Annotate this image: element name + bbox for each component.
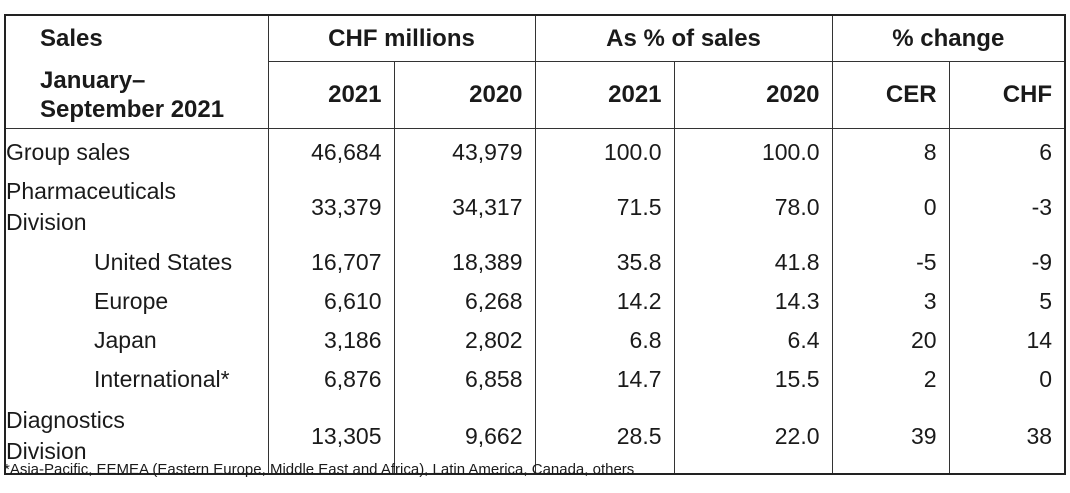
cell-chf-2021: 33,379 — [267, 171, 394, 243]
row-label: Pharmaceuticals Division — [4, 171, 268, 243]
row-label-line: Division — [6, 438, 87, 464]
table-row: Group sales 46,684 43,979 100.0 100.0 8 6 — [4, 128, 1066, 171]
cell-chf: -9 — [948, 243, 1066, 282]
row-label-line: United States — [94, 249, 233, 275]
cell-chf-2020: 9,662 — [393, 399, 536, 474]
cell-pct-2021: 71.5 — [534, 171, 675, 243]
col-cer: CER — [831, 61, 950, 129]
row-label: Diagnostics Division — [4, 399, 268, 474]
col-pct-2021: 2021 — [534, 61, 675, 129]
cell-chf-2020: 2,802 — [393, 321, 536, 360]
footnote: *Asia-Pacific, EEMEA (Eastern Europe, Mi… — [4, 461, 635, 478]
cell-chf-2021: 46,684 — [267, 128, 394, 171]
cell-pct-2020: 14.3 — [673, 282, 833, 321]
row-label: Europe — [4, 282, 268, 321]
cell-pct-2020: 22.0 — [673, 399, 833, 474]
cell-pct-2021: 14.2 — [534, 282, 675, 321]
period-line-2: September 2021 — [40, 95, 225, 123]
cell-pct-2020: 6.4 — [673, 321, 833, 360]
row-label-line: Diagnostics — [6, 407, 125, 433]
cell-cer: 2 — [831, 360, 950, 399]
cell-chf: 5 — [948, 282, 1066, 321]
sales-table: Sales CHF millions As % of sales % chang… — [4, 14, 1067, 475]
col-chf: CHF — [948, 61, 1066, 129]
cell-chf-2020: 18,389 — [393, 243, 536, 282]
table-row: Pharmaceuticals Division 33,379 34,317 71.5 7… — [4, 171, 1066, 243]
cell-chf: 6 — [948, 128, 1066, 171]
cell-chf-2020: 34,317 — [393, 171, 536, 243]
cell-chf-2021: 6,876 — [267, 360, 394, 399]
header-row-columns: January– September 2021 2021 2020 2021 2… — [4, 61, 1066, 129]
header-row-groups: Sales CHF millions As % of sales % chang… — [4, 15, 1066, 62]
col-chf-2020: 2020 — [393, 61, 536, 129]
row-label: Group sales — [4, 128, 268, 171]
cell-pct-2021: 14.7 — [534, 360, 675, 399]
cell-chf: 0 — [948, 360, 1066, 399]
cell-cer: 0 — [831, 171, 950, 243]
row-label-line: Pharmaceuticals — [6, 178, 177, 204]
row-label-line: Europe — [94, 288, 169, 314]
chf-millions-header: CHF millions — [267, 15, 536, 62]
pct-change-header: % change — [831, 15, 1066, 62]
cell-chf-2020: 6,858 — [393, 360, 536, 399]
cell-cer: 39 — [831, 399, 950, 474]
cell-pct-2020: 100.0 — [673, 128, 833, 171]
cell-chf-2021: 16,707 — [267, 243, 394, 282]
table-row: Europe 6,610 6,268 14.2 14.3 3 5 — [4, 282, 1066, 321]
col-pct-2020: 2020 — [673, 61, 833, 129]
table-row: International* 6,876 6,858 14.7 15.5 2 0 — [4, 360, 1066, 399]
cell-cer: 20 — [831, 321, 950, 360]
row-label-line: Group sales — [6, 138, 131, 165]
cell-chf-2020: 6,268 — [393, 282, 536, 321]
row-label-line: International* — [94, 366, 230, 392]
cell-pct-2020: 78.0 — [673, 171, 833, 243]
sales-header: Sales — [4, 15, 268, 62]
cell-cer: -5 — [831, 243, 950, 282]
cell-pct-2021: 6.8 — [534, 321, 675, 360]
cell-chf: 38 — [948, 399, 1066, 474]
row-label: Japan — [4, 321, 268, 360]
cell-chf-2021: 13,305 — [267, 399, 394, 474]
period-header: January– September 2021 — [4, 61, 268, 129]
table-row: Diagnostics Division 13,305 9,662 28.5 22.0 39… — [4, 399, 1066, 474]
row-label: United States — [4, 243, 268, 282]
cell-chf-2021: 3,186 — [267, 321, 394, 360]
cell-pct-2021: 100.0 — [534, 128, 675, 171]
cell-pct-2020: 15.5 — [673, 360, 833, 399]
cell-pct-2020: 41.8 — [673, 243, 833, 282]
cell-pct-2021: 28.5 — [534, 399, 675, 474]
cell-pct-2021: 35.8 — [534, 243, 675, 282]
row-label-line: Division — [6, 209, 87, 235]
row-label-line: Japan — [94, 327, 157, 353]
cell-chf: -3 — [948, 171, 1066, 243]
cell-cer: 8 — [831, 128, 950, 171]
cell-chf: 14 — [948, 321, 1066, 360]
period-line-1: January– — [40, 66, 146, 94]
cell-cer: 3 — [831, 282, 950, 321]
cell-chf-2020: 43,979 — [393, 128, 536, 171]
row-label: International* — [4, 360, 268, 399]
table-row: United States 16,707 18,389 35.8 41.8 -5 -9 — [4, 243, 1066, 282]
pct-of-sales-header: As % of sales — [534, 15, 833, 62]
col-chf-2021: 2021 — [267, 61, 394, 129]
table-row: Japan 3,186 2,802 6.8 6.4 20 14 — [4, 321, 1066, 360]
cell-chf-2021: 6,610 — [267, 282, 394, 321]
